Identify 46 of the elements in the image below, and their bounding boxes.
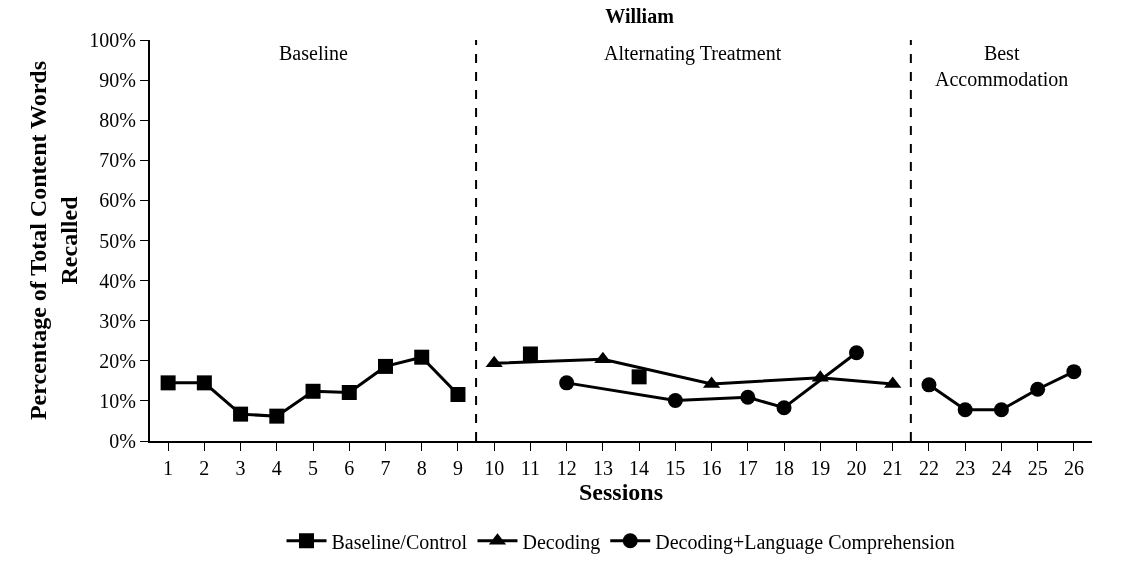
x-tick-label: 1: [163, 457, 174, 479]
y-tick-label: 10%: [99, 389, 136, 412]
y-tick-label: 50%: [99, 229, 136, 252]
annotation: Baseline: [279, 42, 348, 64]
y-tick-label: 60%: [99, 189, 136, 212]
annotation: Alternating Treatment: [604, 42, 782, 65]
x-tick-label: 20: [846, 457, 867, 479]
y-tick-label: 70%: [99, 149, 136, 172]
y-tick-label: 30%: [99, 309, 136, 332]
x-tick-label: 2: [199, 457, 210, 479]
x-tick-label: 7: [380, 457, 391, 479]
x-tick-label: 17: [737, 457, 758, 479]
y-tick-label: 90%: [99, 69, 136, 92]
y-tick-label: 100%: [89, 29, 136, 51]
x-tick-label: 5: [308, 457, 319, 479]
y-tick-label: 80%: [99, 109, 136, 132]
chart-title: William: [605, 4, 675, 27]
y-tick-label: 20%: [99, 349, 136, 372]
x-tick-label: 6: [344, 457, 355, 479]
x-tick-label: 19: [810, 457, 831, 479]
x-axis-title: Sessions: [578, 479, 664, 505]
legend-label: Decoding: [522, 530, 601, 554]
x-tick-label: 12: [556, 457, 577, 479]
y-tick-label: 0%: [109, 430, 136, 452]
x-tick-label: 9: [452, 457, 463, 479]
legend-label: Decoding+Language Comprehension: [655, 530, 955, 554]
y-tick-label: 40%: [99, 269, 136, 292]
x-tick-label: 26: [1063, 457, 1084, 479]
annotation: Best Accommodation: [935, 42, 1069, 90]
x-tick-label: 16: [701, 457, 722, 479]
y-axis-title: Percentage of Total Content Words Recalled: [24, 60, 82, 421]
x-tick-label: 10: [484, 457, 505, 479]
x-tick-label: 14: [629, 457, 650, 479]
x-tick-label: 4: [271, 457, 282, 479]
legend-label: Baseline/Control: [331, 530, 468, 553]
x-tick-label: 25: [1027, 457, 1048, 479]
x-tick-label: 21: [882, 457, 903, 479]
x-tick-label: 3: [235, 457, 246, 479]
x-tick-label: 8: [416, 457, 427, 479]
x-tick-label: 18: [774, 457, 795, 479]
x-tick-label: 15: [665, 457, 686, 479]
x-tick-label: 11: [520, 457, 541, 479]
x-tick-label: 23: [955, 457, 976, 479]
x-tick-label: 22: [918, 457, 939, 479]
x-tick-label: 24: [991, 457, 1012, 479]
x-tick-label: 13: [592, 457, 613, 479]
